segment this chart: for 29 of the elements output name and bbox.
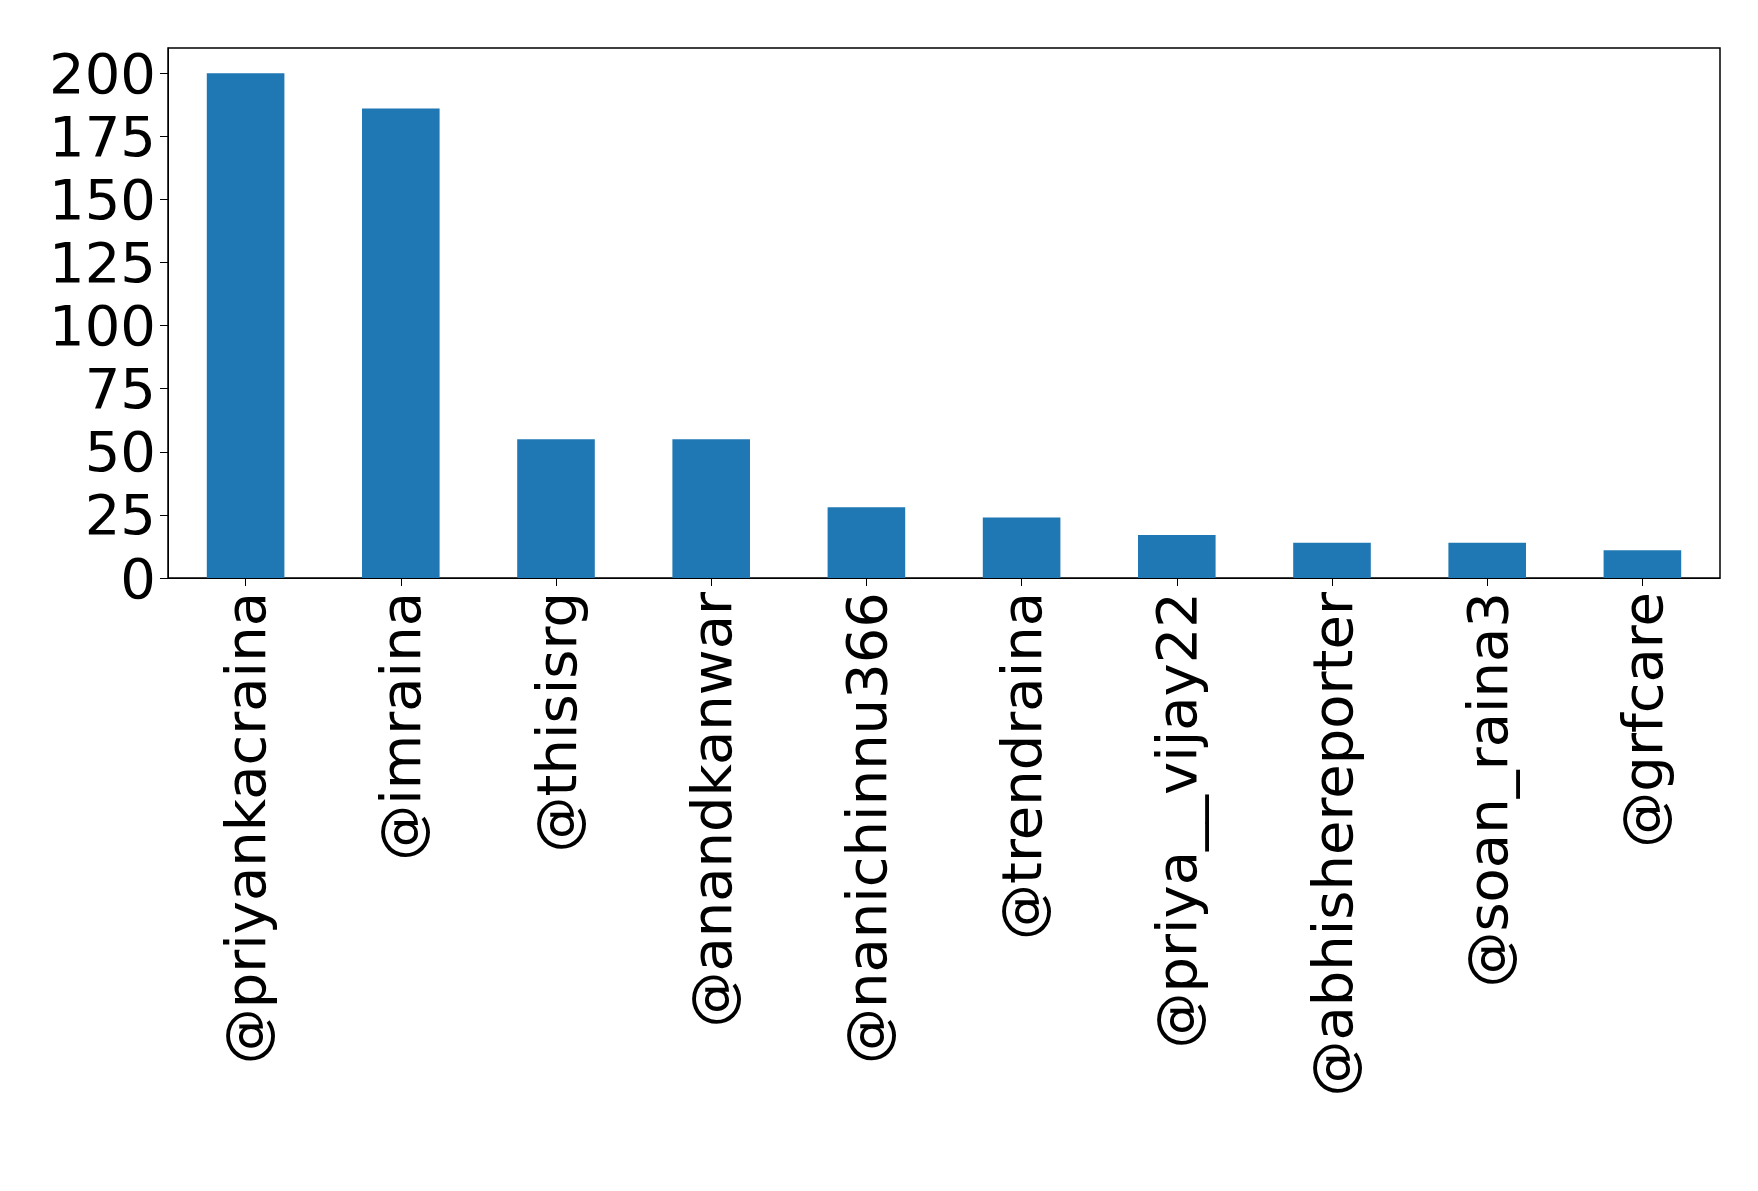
x-tick-label: @priya__vijay22	[1144, 592, 1210, 1049]
y-tick-label: 175	[49, 103, 156, 169]
y-tick-label: 150	[49, 166, 156, 232]
bar	[672, 439, 750, 578]
bar	[362, 108, 440, 578]
y-tick-label: 200	[49, 40, 156, 106]
x-tick-label: @trendraina	[989, 592, 1055, 940]
x-tick-label: @thisisrg	[523, 592, 589, 853]
bar	[517, 439, 595, 578]
x-tick-label: @abhishereporter	[1299, 591, 1365, 1097]
x-tick-label: @anandkanwar	[678, 591, 744, 1028]
bar	[1293, 542, 1371, 578]
x-tick-label: @nanichinnu366	[833, 592, 899, 1065]
y-tick-label: 50	[84, 419, 156, 485]
bar	[982, 517, 1061, 578]
x-tick-label: @grfcare	[1609, 592, 1675, 848]
bar	[1448, 542, 1526, 578]
bar	[1603, 550, 1682, 578]
bar	[206, 73, 285, 578]
y-tick-label: 125	[49, 230, 156, 296]
x-tick-label: @priyankacraina	[213, 592, 279, 1065]
y-tick-label: 75	[84, 356, 156, 422]
x-tick-label: @soan_raina3	[1454, 592, 1520, 988]
y-tick-label: 25	[84, 482, 156, 548]
y-tick-label: 0	[120, 545, 156, 611]
y-tick-label: 100	[49, 293, 156, 359]
bar	[1138, 535, 1216, 578]
bar	[827, 507, 906, 578]
x-tick-label: @imraina	[368, 592, 434, 861]
